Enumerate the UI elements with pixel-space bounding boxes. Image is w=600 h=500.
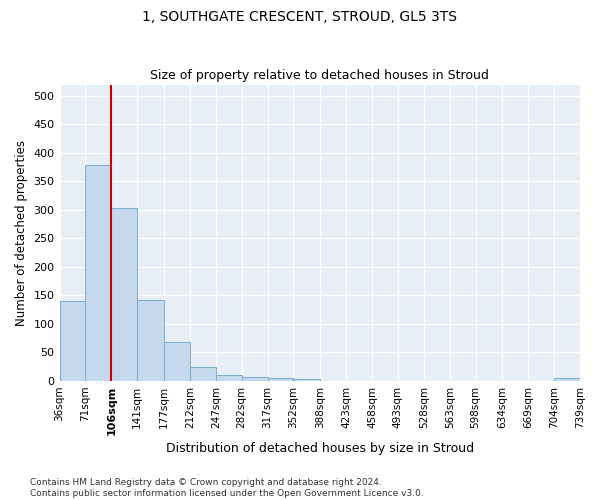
Text: 1 SOUTHGATE CRESCENT: 107sqm
← 48% of detached houses are smaller (515)
51% of s: 1 SOUTHGATE CRESCENT: 107sqm ← 48% of de… <box>0 499 1 500</box>
Bar <box>190 366 216 381</box>
Text: Contains HM Land Registry data © Crown copyright and database right 2024.
Contai: Contains HM Land Registry data © Crown c… <box>30 478 424 498</box>
Bar <box>268 378 293 381</box>
Y-axis label: Number of detached properties: Number of detached properties <box>15 140 28 326</box>
Bar <box>85 166 112 381</box>
Bar <box>137 300 164 381</box>
Bar <box>164 342 190 381</box>
Bar <box>112 208 137 381</box>
Title: Size of property relative to detached houses in Stroud: Size of property relative to detached ho… <box>151 69 489 82</box>
Text: 1, SOUTHGATE CRESCENT, STROUD, GL5 3TS: 1, SOUTHGATE CRESCENT, STROUD, GL5 3TS <box>143 10 458 24</box>
X-axis label: Distribution of detached houses by size in Stroud: Distribution of detached houses by size … <box>166 442 474 455</box>
Bar <box>242 377 268 381</box>
Bar <box>554 378 580 381</box>
Bar <box>59 301 85 381</box>
Bar <box>216 375 242 381</box>
Bar <box>293 378 320 381</box>
